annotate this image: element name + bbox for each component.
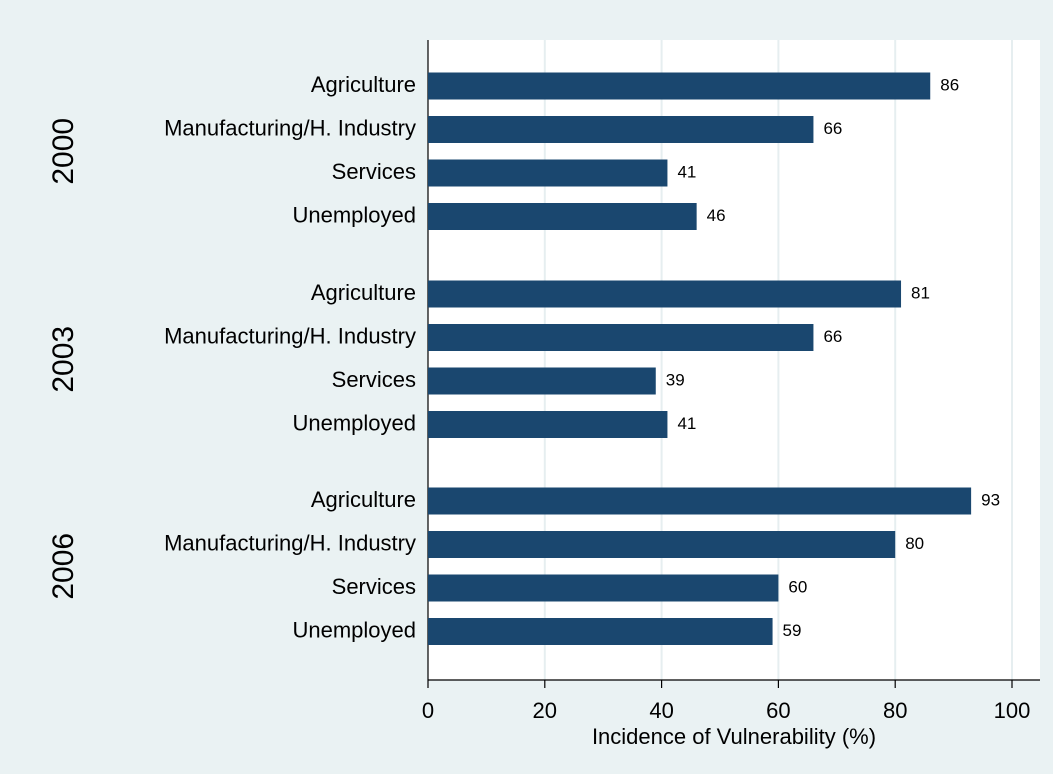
bar — [428, 367, 656, 395]
x-tick-label: 40 — [649, 698, 673, 723]
x-tick-label: 60 — [766, 698, 790, 723]
y-tick-label: Manufacturing/H. Industry — [164, 530, 416, 555]
y-tick-label: Services — [332, 159, 416, 184]
bar — [428, 411, 668, 438]
value-label: 86 — [940, 75, 959, 94]
y-tick-label: Services — [332, 574, 416, 599]
y-tick-label: Manufacturing/H. Industry — [164, 323, 416, 348]
y-tick-label: Agriculture — [311, 487, 416, 512]
value-label: 81 — [911, 283, 930, 302]
plot-area — [428, 40, 1040, 680]
value-label: 41 — [677, 414, 696, 433]
bar — [428, 487, 972, 515]
value-label: 41 — [677, 162, 696, 181]
value-label: 39 — [666, 370, 685, 389]
bar — [428, 116, 814, 143]
bar — [428, 203, 697, 230]
value-label: 66 — [823, 119, 842, 138]
x-tick-label: 80 — [883, 698, 907, 723]
group-label: 2000 — [47, 118, 80, 185]
bar — [428, 574, 779, 602]
bar — [428, 280, 902, 308]
y-tick-label: Unemployed — [292, 410, 416, 435]
group-label: 2003 — [47, 326, 80, 393]
x-tick-label: 100 — [994, 698, 1031, 723]
bar — [428, 324, 814, 351]
bar — [428, 72, 931, 100]
x-axis-title: Incidence of Vulnerability (%) — [592, 724, 876, 749]
value-label: 46 — [707, 206, 726, 225]
bar — [428, 159, 668, 187]
y-tick-label: Unemployed — [292, 202, 416, 227]
y-tick-label: Unemployed — [292, 617, 416, 642]
group-label: 2006 — [47, 533, 80, 600]
value-label: 80 — [905, 534, 924, 553]
x-tick-label: 0 — [422, 698, 434, 723]
value-label: 59 — [783, 621, 802, 640]
y-tick-label: Manufacturing/H. Industry — [164, 115, 416, 140]
value-label: 60 — [788, 577, 807, 596]
y-tick-label: Agriculture — [311, 72, 416, 97]
y-tick-label: Agriculture — [311, 280, 416, 305]
y-tick-label: Services — [332, 367, 416, 392]
bar — [428, 531, 896, 558]
x-tick-label: 20 — [533, 698, 557, 723]
bar — [428, 618, 773, 645]
value-label: 66 — [823, 327, 842, 346]
value-label: 93 — [981, 490, 1000, 509]
